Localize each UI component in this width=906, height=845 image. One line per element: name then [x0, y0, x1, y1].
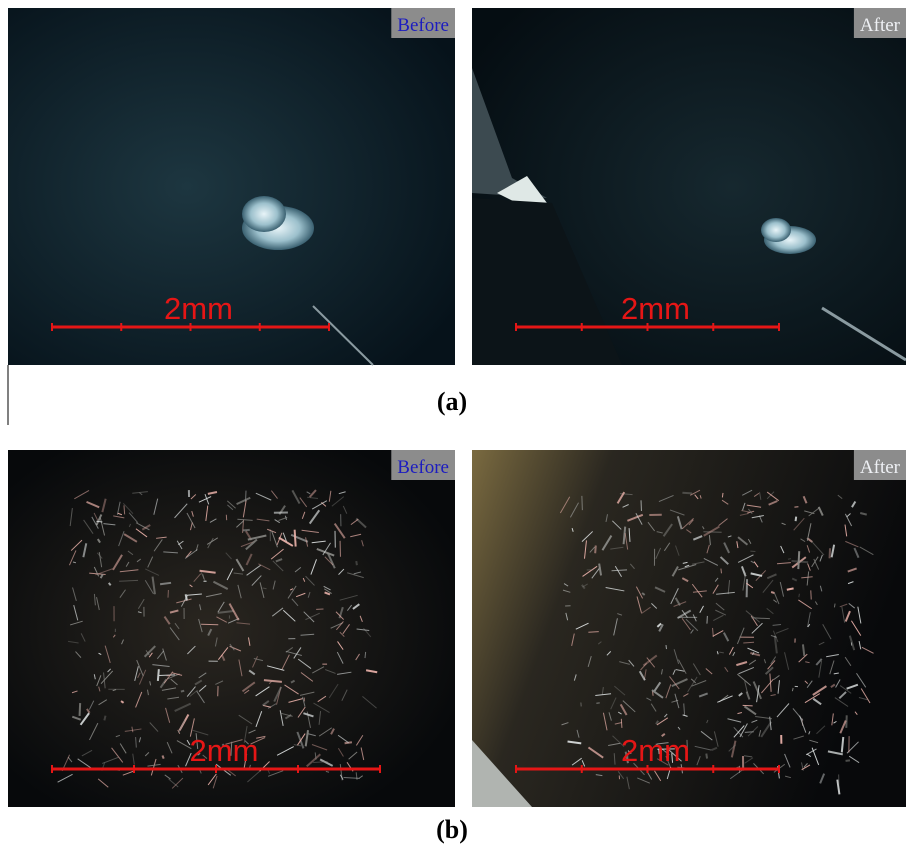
texture: [80, 703, 81, 716]
texture: [803, 644, 804, 655]
texture: [788, 559, 791, 560]
scale-label: 2mm: [190, 733, 259, 768]
texture: [124, 505, 125, 514]
scale-label: 2mm: [164, 291, 233, 326]
texture: [295, 530, 296, 547]
caption: (a): [437, 387, 467, 416]
texture: [799, 594, 800, 597]
caption: (b): [436, 815, 468, 844]
texture: [104, 716, 105, 721]
scale-label: 2mm: [621, 733, 690, 768]
texture: [356, 561, 357, 565]
texture: [365, 652, 366, 658]
texture: [846, 760, 850, 761]
texture: [666, 645, 667, 649]
texture: [796, 517, 797, 521]
texture: [798, 551, 799, 569]
panel-label: After: [860, 15, 901, 36]
panel-label: After: [860, 457, 901, 478]
panel: After 2mm: [472, 8, 906, 365]
figure: Before 2mm After 2mm Before 2mm After 2mm (a…: [0, 0, 906, 845]
texture: [771, 592, 774, 593]
texture: [181, 691, 184, 692]
texture: [703, 532, 721, 533]
panel: After 2mm: [472, 450, 906, 807]
texture: [588, 632, 598, 633]
texture: [201, 624, 218, 625]
texture: [719, 652, 723, 653]
texture: [721, 569, 722, 574]
texture: [706, 754, 707, 759]
texture: [158, 669, 159, 681]
inclusion: [242, 196, 286, 232]
inclusion: [761, 218, 791, 242]
panel: Before 2mm: [8, 8, 455, 365]
panel: Before 2mm: [8, 450, 455, 807]
panel-label: Before: [397, 15, 449, 36]
texture: [595, 546, 596, 554]
texture: [834, 604, 835, 608]
texture: [73, 562, 76, 563]
texture: [787, 588, 794, 589]
texture: [162, 756, 163, 759]
texture: [792, 561, 809, 562]
panel-label: Before: [397, 457, 449, 478]
scale-label: 2mm: [621, 291, 690, 326]
texture: [722, 493, 723, 498]
texture: [682, 493, 692, 494]
texture: [621, 719, 622, 728]
texture: [243, 530, 250, 531]
texture: [743, 705, 753, 706]
